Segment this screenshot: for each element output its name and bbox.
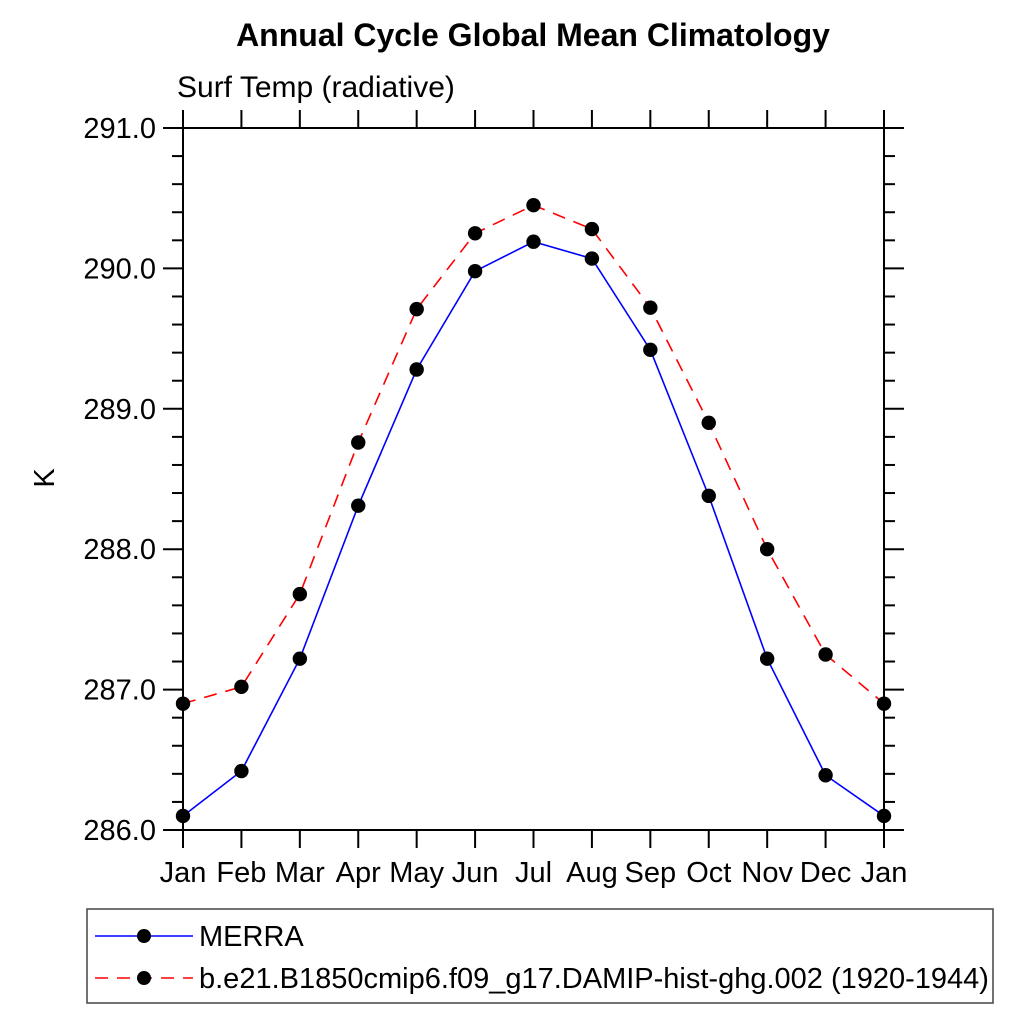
data-point-marker <box>351 498 366 513</box>
data-point-marker <box>643 342 658 358</box>
x-tick-label: Sep <box>625 857 677 889</box>
x-tick-label: Jan <box>861 857 908 889</box>
x-tick-label: Aug <box>566 857 618 889</box>
data-point-marker <box>876 696 892 711</box>
axis-ticks-layer: Jan Feb Mar Apr May Jun Jul Aug Sep Oct Nov Dec Jan2… <box>83 110 907 889</box>
x-tick-label: Oct <box>686 857 731 889</box>
legend-marker <box>137 929 151 943</box>
data-point-marker <box>409 301 424 317</box>
x-tick-label: Apr <box>336 857 381 889</box>
data-point-marker <box>467 264 483 279</box>
data-point-marker <box>701 415 716 431</box>
data-point-marker <box>876 808 892 824</box>
x-tick-label: Nov <box>741 857 793 889</box>
y-tick-label: 289.0 <box>83 394 156 426</box>
y-tick-label: 288.0 <box>83 534 156 566</box>
data-point-marker <box>234 679 249 694</box>
chart-subtitle: Surf Temp (radiative) <box>177 71 455 104</box>
data-point-marker <box>526 234 541 249</box>
x-tick-label: Jul <box>515 857 552 889</box>
data-point-marker <box>818 768 833 783</box>
data-point-marker <box>759 542 775 557</box>
x-tick-label: Dec <box>800 857 852 889</box>
data-point-marker <box>526 198 541 213</box>
legend: MERRA b.e21.B1850cmip6.f09_g17.DAMIP-hist… <box>86 908 994 1004</box>
data-point-marker <box>175 696 191 711</box>
legend-marker <box>137 971 151 985</box>
y-tick-label: 286.0 <box>83 815 156 847</box>
data-point-marker <box>351 435 366 450</box>
series-line-0 <box>182 240 885 817</box>
data-point-marker <box>759 651 775 666</box>
x-tick-label: May <box>389 857 444 889</box>
y-tick-label: 291.0 <box>83 113 156 145</box>
y-tick-label: 290.0 <box>83 253 156 285</box>
data-point-marker <box>175 808 191 824</box>
series-line-1 <box>182 204 885 705</box>
data-point-marker <box>584 221 600 237</box>
data-point-marker <box>292 586 308 602</box>
data-point-marker <box>234 763 249 779</box>
data-point-marker <box>818 647 833 662</box>
data-point-marker <box>701 488 716 504</box>
chart-title: Annual Cycle Global Mean Climatology <box>236 17 830 53</box>
data-point-marker <box>643 300 658 315</box>
x-tick-label: Jun <box>452 857 499 889</box>
y-tick-label: 287.0 <box>83 675 156 707</box>
series-layer <box>175 198 892 824</box>
data-point-marker <box>409 362 424 377</box>
legend-box <box>86 908 994 1004</box>
data-point-marker <box>584 251 600 266</box>
data-point-marker <box>292 651 308 666</box>
x-tick-label: Jan <box>160 857 207 889</box>
legend-label: b.e21.B1850cmip6.f09_g17.DAMIP-hist-ghg.… <box>199 963 989 995</box>
legend-label: MERRA <box>199 921 304 953</box>
plot-frame <box>182 127 885 831</box>
x-tick-label: Mar <box>275 857 325 889</box>
data-point-marker <box>467 226 483 241</box>
y-axis-label: K <box>29 468 61 488</box>
x-tick-label: Feb <box>216 857 266 889</box>
